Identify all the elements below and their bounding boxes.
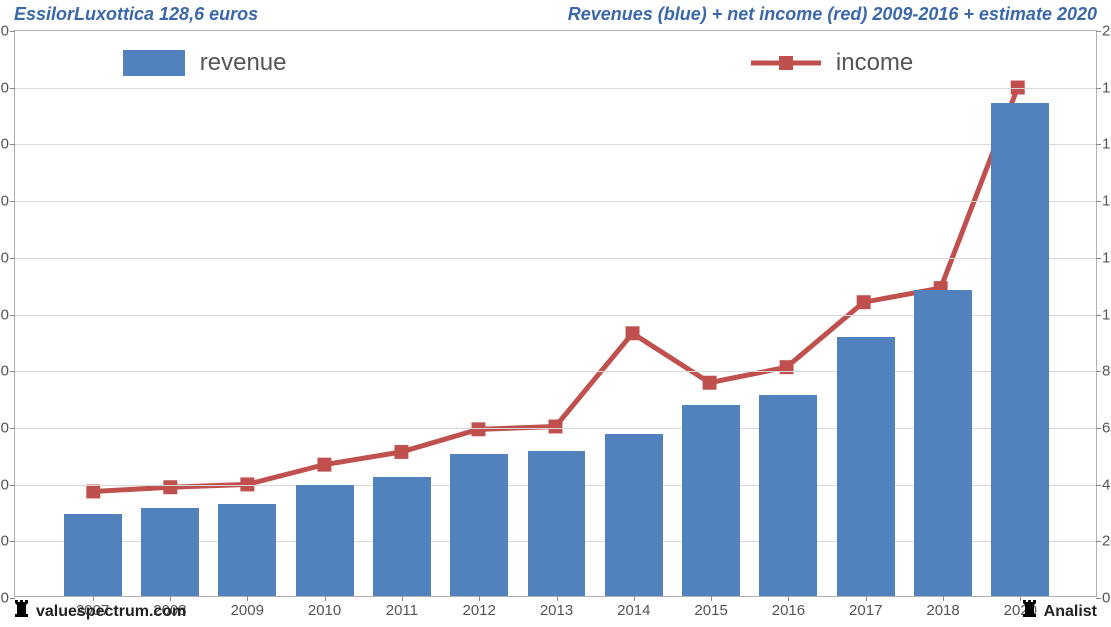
income-marker [86, 484, 100, 498]
ytick-right: 1400 [1096, 193, 1111, 210]
revenue-bar [682, 405, 740, 596]
ytick-left: 4000 [0, 476, 15, 493]
revenue-bar [373, 477, 431, 596]
ytick-left: 16000 [0, 136, 15, 153]
ytick-left: 14000 [0, 193, 15, 210]
income-marker [857, 295, 871, 309]
ytick-right: 0 [1096, 590, 1110, 607]
ytick-left: 2000 [0, 533, 15, 550]
footer-brand: Analist [1022, 600, 1097, 625]
revenue-bar [296, 485, 354, 596]
ytick-left: 12000 [0, 249, 15, 266]
legend-revenue: revenue [123, 49, 286, 77]
gridline [15, 201, 1096, 202]
income-marker [703, 376, 717, 390]
chart-title-right: Revenues (blue) + net income (red) 2009-… [568, 4, 1097, 25]
legend-income: income [751, 49, 913, 77]
ytick-left: 10000 [0, 306, 15, 323]
xtick: 2011 [386, 596, 418, 619]
legend-revenue-swatch [123, 50, 185, 76]
xtick: 2018 [926, 596, 959, 619]
ytick-right: 1000 [1096, 306, 1111, 323]
income-marker [163, 480, 177, 494]
ytick-left: 18000 [0, 79, 15, 96]
ytick-right: 1200 [1096, 249, 1111, 266]
income-marker [471, 422, 485, 436]
xtick: 2017 [849, 596, 882, 619]
ytick-right: 600 [1096, 419, 1111, 436]
rook-icon [1022, 600, 1040, 625]
xtick: 2009 [231, 596, 264, 619]
revenue-bar [218, 504, 276, 596]
revenue-bar [837, 337, 895, 596]
income-marker [549, 420, 563, 434]
xtick: 2012 [463, 596, 496, 619]
revenue-bar [914, 290, 972, 596]
legend-income-label: income [836, 49, 913, 76]
ytick-right: 400 [1096, 476, 1111, 493]
revenue-bar [991, 103, 1049, 596]
xtick: 2016 [772, 596, 805, 619]
revenue-bar [528, 451, 586, 596]
gridline [15, 88, 1096, 89]
ytick-right: 1600 [1096, 136, 1111, 153]
ytick-left: 6000 [0, 419, 15, 436]
gridline [15, 258, 1096, 259]
ytick-left: 20000 [0, 23, 15, 40]
chart-title-left: EssilorLuxottica 128,6 euros [14, 4, 258, 25]
revenue-bar [759, 395, 817, 596]
ytick-right: 1800 [1096, 79, 1111, 96]
income-marker [317, 458, 331, 472]
footer-brand-text: Analist [1044, 603, 1097, 620]
legend-income-swatch [751, 52, 821, 74]
revenue-bar [605, 434, 663, 596]
plot-area: revenue income 0200040006000800010000120… [14, 30, 1097, 597]
rook-icon [14, 600, 32, 625]
ytick-right: 800 [1096, 363, 1111, 380]
ytick-left: 8000 [0, 363, 15, 380]
revenue-bar [141, 508, 199, 596]
xtick: 2013 [540, 596, 573, 619]
xtick: 2014 [617, 596, 650, 619]
legend-revenue-label: revenue [200, 49, 287, 76]
revenue-bar [450, 454, 508, 596]
footer-source-text: valuespectrum.com [36, 603, 186, 620]
income-marker [394, 445, 408, 459]
revenue-bar [64, 514, 122, 596]
income-marker [626, 326, 640, 340]
xtick: 2015 [694, 596, 727, 619]
gridline [15, 144, 1096, 145]
ytick-right: 2000 [1096, 23, 1111, 40]
ytick-right: 200 [1096, 533, 1111, 550]
footer-source: valuespectrum.com [14, 600, 186, 625]
ytick-left: 0 [1, 590, 15, 607]
xtick: 2010 [308, 596, 341, 619]
